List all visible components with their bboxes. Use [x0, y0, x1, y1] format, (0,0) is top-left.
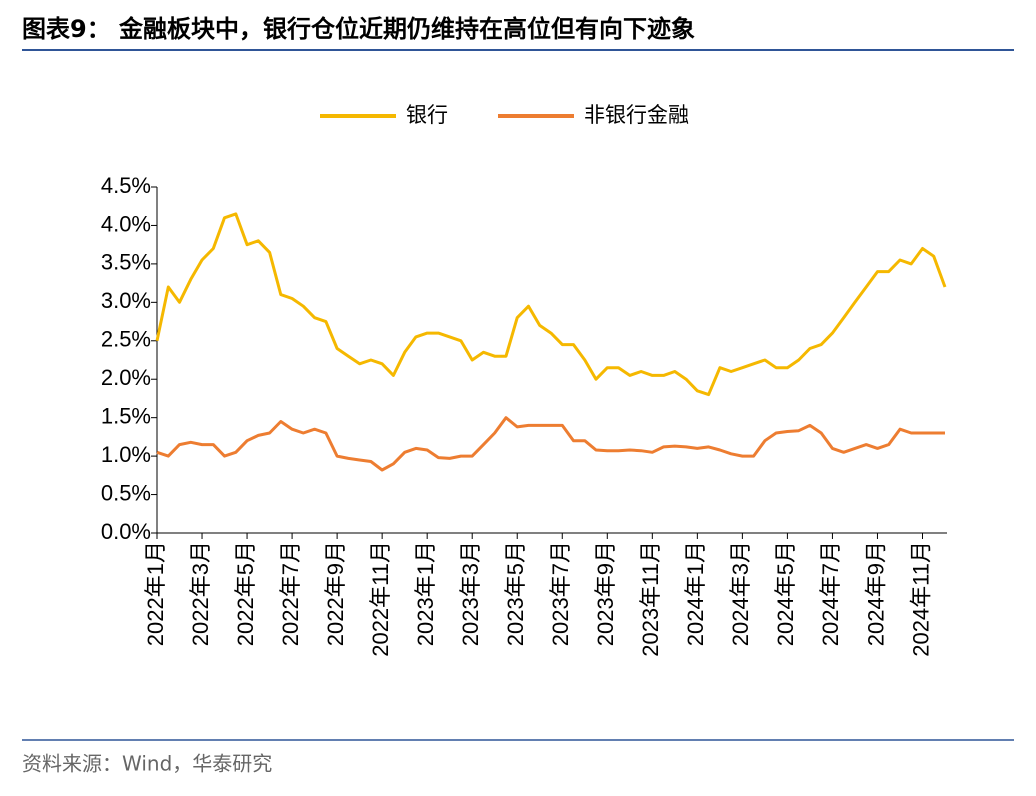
- y-tick-label: 0.5%: [101, 480, 151, 505]
- source: 资料来源：Wind，华泰研究: [22, 752, 272, 776]
- y-tick-label: 2.0%: [101, 365, 151, 390]
- x-tick-label: 2023年5月: [503, 541, 528, 646]
- x-tick-label: 2023年9月: [593, 541, 618, 646]
- legend-label: 非银行金融: [584, 103, 689, 127]
- x-tick-label: 2024年11月: [908, 541, 933, 657]
- x-tick-label: 2023年7月: [548, 541, 573, 646]
- y-tick-label: 4.0%: [101, 211, 151, 236]
- x-tick-label: 2024年3月: [728, 541, 753, 646]
- x-tick-label: 2022年9月: [323, 541, 348, 646]
- y-tick-label: 1.5%: [101, 403, 151, 428]
- x-tick-label: 2024年1月: [683, 541, 708, 646]
- y-tick-label: 1.0%: [101, 442, 151, 467]
- x-tick-label: 2022年11月: [368, 541, 393, 657]
- x-tick-label: 2023年3月: [458, 541, 483, 646]
- legend-label: 银行: [406, 103, 448, 127]
- x-tick-label: 2024年5月: [773, 541, 798, 646]
- x-tick-label: 2022年3月: [188, 541, 213, 646]
- y-tick-label: 2.5%: [101, 327, 151, 352]
- x-tick-label: 2022年1月: [143, 541, 168, 646]
- x-tick-label: 2022年5月: [233, 541, 258, 646]
- x-tick-label: 2023年11月: [638, 541, 663, 657]
- y-tick-label: 0.0%: [101, 519, 151, 544]
- y-tick-label: 3.5%: [101, 250, 151, 275]
- x-tick-label: 2024年9月: [863, 541, 888, 646]
- x-tick-label: 2022年7月: [278, 541, 303, 646]
- line-series: [156, 416, 945, 472]
- y-tick-label: 3.0%: [101, 288, 151, 313]
- line-series: [155, 212, 947, 397]
- x-tick-label: 2024年7月: [818, 541, 843, 646]
- chart-title: 图表9： 金融板块中，银行仓位近期仍维持在高位但有向下迹象: [22, 15, 695, 43]
- y-tick-label: 4.5%: [101, 173, 151, 198]
- x-tick-label: 2023年1月: [413, 541, 438, 646]
